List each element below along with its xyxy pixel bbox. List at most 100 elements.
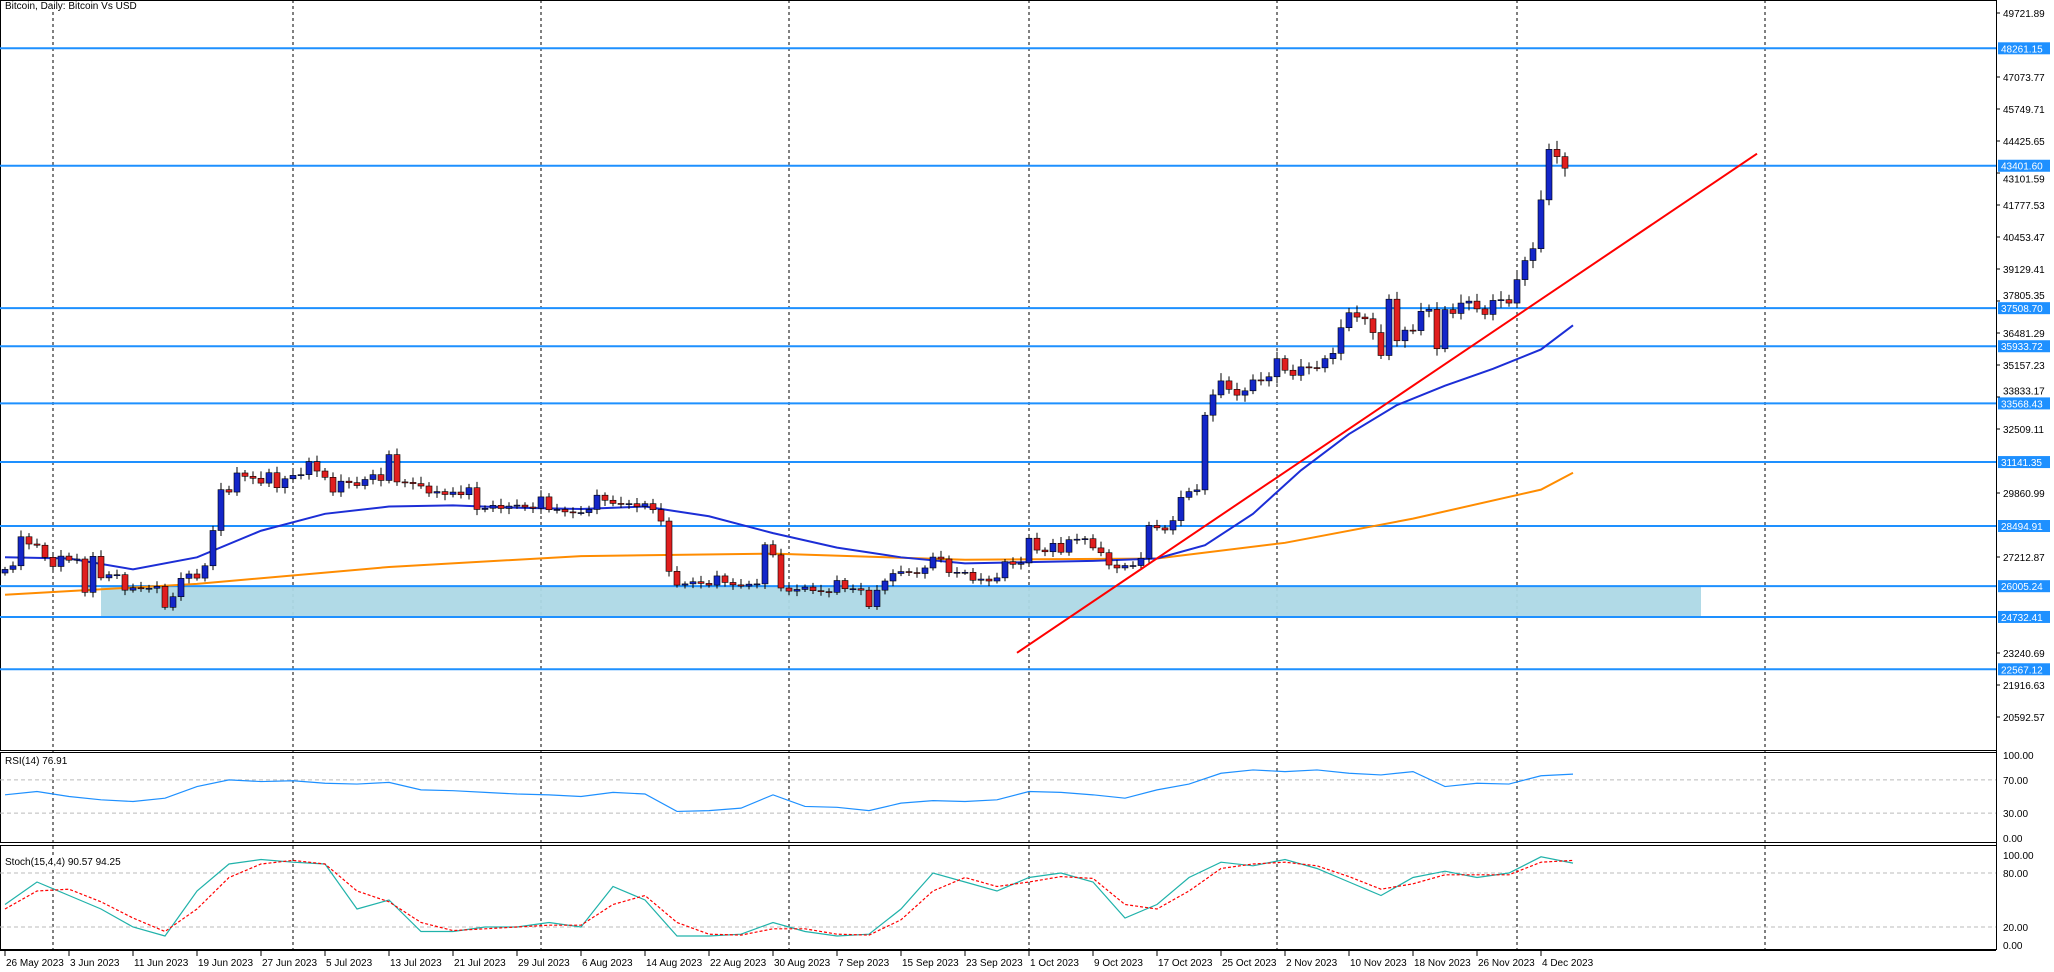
candle-body — [121, 574, 129, 591]
candle — [521, 502, 529, 511]
candle — [41, 542, 49, 561]
candle-body — [433, 491, 441, 494]
main-pane-border — [0, 0, 1997, 751]
candle — [121, 572, 129, 596]
candle — [569, 507, 577, 519]
candle-body — [561, 509, 569, 513]
candle — [537, 490, 545, 514]
candle-body — [497, 505, 505, 509]
candle-body — [1073, 538, 1081, 541]
x-tick-label: 29 Jul 2023 — [518, 958, 570, 969]
support-zone — [101, 586, 1701, 617]
candle — [897, 565, 905, 577]
candle-body — [785, 587, 793, 592]
candle — [249, 471, 257, 485]
candle-body — [865, 589, 873, 607]
candle — [465, 483, 473, 500]
candle-body — [945, 558, 953, 573]
candle — [1153, 519, 1161, 531]
candle — [857, 582, 865, 596]
candle-body — [177, 578, 185, 598]
level-price-tag — [1998, 580, 2050, 593]
candle-body — [737, 584, 745, 587]
candle-body — [25, 536, 33, 545]
rsi-title: RSI(14) 76.91 — [3, 756, 70, 767]
candle-body — [937, 556, 945, 560]
candle-body — [521, 504, 529, 508]
candle-body — [1553, 149, 1561, 157]
level-price-label: 37508.70 — [2001, 304, 2043, 315]
x-tick-label: 13 Jul 2023 — [390, 958, 442, 969]
candle — [1065, 536, 1073, 556]
level-price-tag — [1998, 340, 2050, 353]
candle — [1305, 362, 1313, 375]
candle — [1537, 190, 1545, 253]
candle-body — [1233, 389, 1241, 396]
candle-body — [1089, 538, 1097, 549]
candle — [1241, 387, 1249, 402]
candle — [329, 472, 337, 496]
candle — [1121, 562, 1129, 571]
candle — [889, 569, 897, 587]
candle-body — [233, 472, 241, 493]
x-tick-label: 4 Dec 2023 — [1542, 958, 1594, 969]
candle-body — [529, 506, 537, 509]
candle-body — [1113, 564, 1121, 569]
candle-body — [425, 485, 433, 494]
candle — [193, 568, 201, 581]
candle — [513, 499, 521, 509]
level-price-label: 31141.35 — [2001, 458, 2042, 469]
candle-body — [1297, 366, 1305, 376]
moving-average-slow — [4, 471, 1574, 596]
candle — [385, 450, 393, 484]
candle — [129, 583, 137, 593]
candle — [481, 505, 489, 513]
candle-body — [1241, 390, 1249, 396]
candle — [353, 476, 361, 489]
candle — [73, 553, 81, 564]
candle-body — [1273, 358, 1281, 378]
candle-body — [617, 503, 625, 505]
stoch-signal-line — [4, 859, 1574, 936]
candle-body — [345, 480, 353, 483]
candle-body — [1401, 329, 1409, 342]
candle — [489, 500, 497, 513]
candle-body — [1385, 298, 1393, 356]
candle — [1361, 313, 1369, 325]
x-tick-label: 26 May 2023 — [6, 958, 64, 969]
candle-body — [993, 577, 1001, 582]
candle — [1169, 515, 1177, 535]
candle — [137, 581, 145, 592]
candle-body — [137, 587, 145, 590]
candle — [673, 566, 681, 588]
candle-body — [1217, 380, 1225, 396]
candle — [473, 481, 481, 516]
candle-body — [1281, 358, 1289, 371]
y-tick-label: 41777.53 — [2003, 201, 2045, 212]
level-price-tag — [1998, 159, 2050, 172]
candle — [1081, 535, 1089, 545]
candle — [1409, 324, 1417, 335]
y-tick-label: 43101.59 — [2003, 175, 2045, 186]
candle-body — [1169, 520, 1177, 531]
x-tick-label: 22 Aug 2023 — [710, 958, 767, 969]
candle-body — [641, 503, 649, 507]
candle — [217, 482, 225, 536]
candle-body — [1105, 552, 1113, 566]
candle — [1105, 549, 1113, 570]
x-tick-label: 18 Nov 2023 — [1414, 958, 1471, 969]
candle-body — [465, 487, 473, 496]
candle — [753, 578, 761, 589]
candle — [417, 476, 425, 489]
stoch-main-line — [4, 856, 1574, 937]
level-price-label: 33568.43 — [2001, 399, 2043, 410]
rsi-axis-label: 0.00 — [2003, 834, 2023, 845]
x-tick-label: 10 Nov 2023 — [1350, 958, 1407, 969]
candle-body — [593, 494, 601, 510]
candle — [729, 578, 737, 590]
candle — [1457, 294, 1465, 320]
candle-body — [257, 477, 265, 484]
candle — [1329, 347, 1337, 365]
candle — [377, 467, 385, 487]
